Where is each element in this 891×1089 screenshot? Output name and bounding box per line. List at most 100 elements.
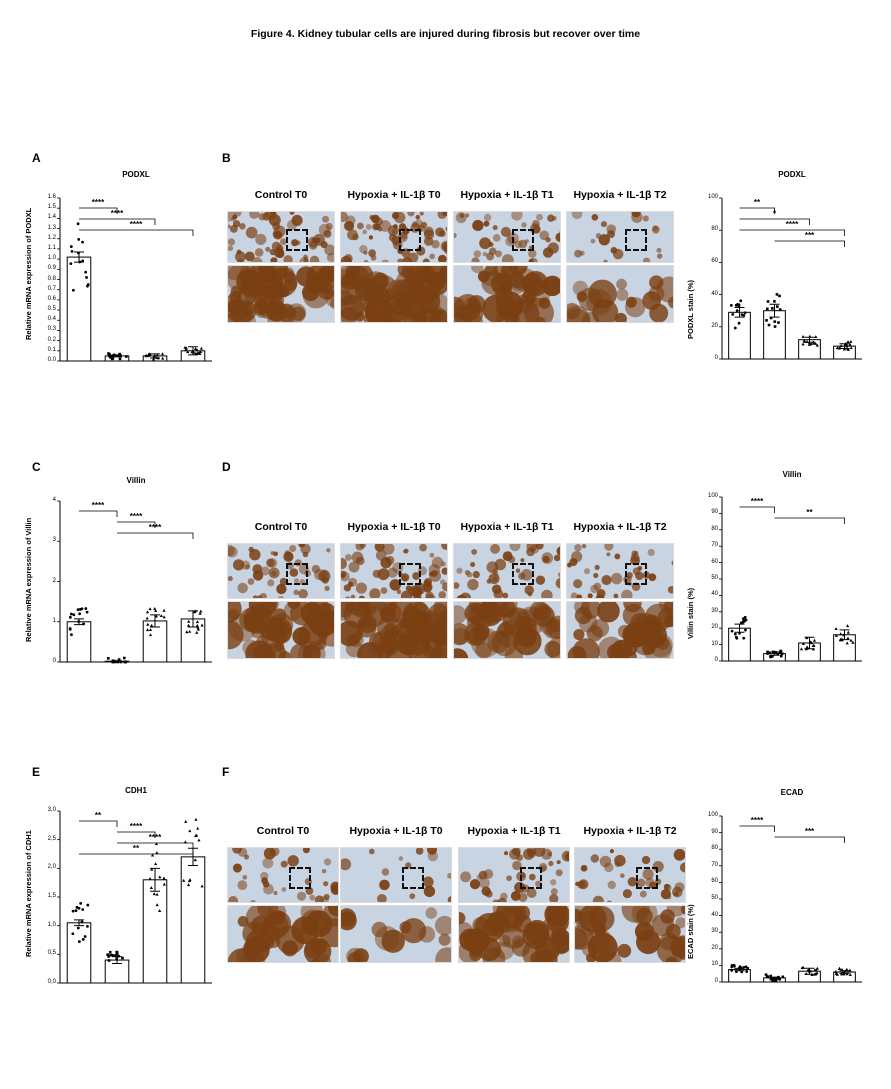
data-point (742, 636, 746, 640)
data-point (801, 642, 806, 646)
data-point (771, 307, 774, 310)
micrograph-overview (566, 211, 674, 263)
data-point (78, 607, 82, 611)
data-point (145, 628, 150, 632)
zoom-region-box (519, 866, 542, 889)
zoom-region-box (625, 229, 648, 252)
y-tick-label: 1.1 (47, 244, 56, 251)
data-point (776, 305, 779, 308)
y-tick-label: 1.2 (47, 234, 56, 241)
data-point (68, 627, 72, 631)
error-bar (112, 956, 122, 965)
data-point (81, 908, 85, 911)
data-point (813, 341, 818, 345)
data-point (153, 862, 158, 866)
significance-bracket (739, 825, 775, 832)
significance-bracket (79, 820, 118, 827)
y-tick-label: 0.5 (47, 306, 56, 313)
data-point (842, 972, 846, 976)
y-tick-label: 60 (711, 258, 718, 265)
micrograph-zoom (453, 601, 561, 659)
significance-label: **** (129, 822, 143, 831)
y-tick-label: 0 (714, 657, 718, 663)
tissue-stain-picture (228, 602, 334, 658)
data-point (79, 901, 83, 905)
data-point (814, 335, 818, 338)
data-point (834, 970, 838, 973)
data-point (106, 657, 110, 660)
data-point (834, 633, 839, 637)
micrograph-label: Hypoxia + IL-1β T1 (460, 189, 554, 201)
data-point (773, 300, 776, 303)
y-tick-label: 20 (711, 944, 718, 951)
data-point (809, 641, 814, 645)
chart-title: PODXL (122, 170, 150, 179)
tissue-stain-picture (341, 266, 447, 322)
data-point (765, 319, 768, 322)
data-point (732, 963, 736, 967)
data-point (780, 652, 784, 656)
y-tick-label: 2,5 (47, 835, 56, 842)
y-tick-label: 90 (711, 828, 718, 835)
data-point (807, 341, 811, 345)
y-tick-label: 1.5 (47, 204, 56, 211)
data-point (846, 340, 850, 343)
chart-title: Villin (782, 470, 802, 479)
data-point (86, 903, 90, 907)
data-point (115, 950, 119, 954)
error-bar (150, 614, 160, 628)
data-point (70, 633, 73, 637)
data-point (150, 853, 155, 857)
significance-bracket (117, 521, 156, 528)
tissue-stain-picture (228, 906, 338, 962)
data-point (815, 343, 819, 347)
data-point (77, 238, 81, 241)
data-point (187, 619, 191, 623)
data-point (848, 972, 852, 976)
data-point (845, 344, 849, 348)
data-point (107, 352, 110, 355)
data-point (151, 357, 156, 361)
chart-title: ECAD (780, 788, 804, 797)
data-point (107, 959, 111, 962)
data-point (194, 817, 198, 821)
data-point (86, 283, 90, 286)
data-point (160, 352, 165, 356)
zoom-region-box (288, 866, 311, 889)
data-point (776, 652, 780, 656)
y-tick-label: 4 (52, 497, 56, 503)
y-tick-label: 3 (52, 537, 56, 544)
error-bar (734, 967, 745, 972)
y-tick-label: 0.1 (47, 346, 56, 353)
micrograph-zoom (227, 265, 335, 323)
data-point (730, 629, 734, 633)
data-point (196, 826, 200, 830)
y-tick-label: 0.2 (47, 336, 56, 343)
significance-label: ** (806, 508, 813, 517)
y-tick-label: 50 (711, 575, 718, 581)
tissue-stain-picture (341, 602, 447, 658)
significance-bracket (739, 229, 845, 236)
data-point (769, 974, 772, 978)
data-point (814, 968, 818, 972)
significance-bracket (79, 229, 194, 236)
data-point (845, 641, 849, 645)
micrograph-overview (566, 543, 674, 599)
data-point (846, 347, 850, 351)
data-point (769, 977, 773, 981)
data-point (162, 876, 166, 880)
data-point (835, 346, 839, 350)
data-point (111, 954, 114, 957)
data-point (745, 970, 749, 973)
data-point (778, 294, 781, 298)
y-tick-label: 0.3 (47, 326, 56, 333)
data-point (108, 950, 112, 954)
data-point (739, 299, 743, 303)
data-point (148, 607, 152, 611)
data-point (743, 615, 747, 619)
data-point (766, 650, 769, 654)
y-tick-label: 0.8 (47, 275, 56, 282)
y-tick-label: 0.9 (47, 265, 56, 272)
